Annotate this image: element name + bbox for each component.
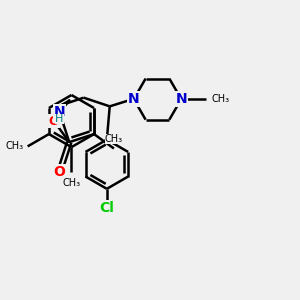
Text: Cl: Cl	[99, 201, 114, 214]
Text: CH₃: CH₃	[212, 94, 230, 104]
Text: O: O	[54, 165, 65, 179]
Text: H: H	[55, 114, 64, 124]
Text: N: N	[176, 92, 187, 106]
Text: N: N	[128, 92, 140, 106]
Text: O: O	[49, 115, 59, 128]
Text: CH₃: CH₃	[62, 178, 80, 188]
Text: CH₃: CH₃	[105, 134, 123, 144]
Text: N: N	[54, 105, 65, 119]
Text: CH₃: CH₃	[5, 141, 23, 152]
